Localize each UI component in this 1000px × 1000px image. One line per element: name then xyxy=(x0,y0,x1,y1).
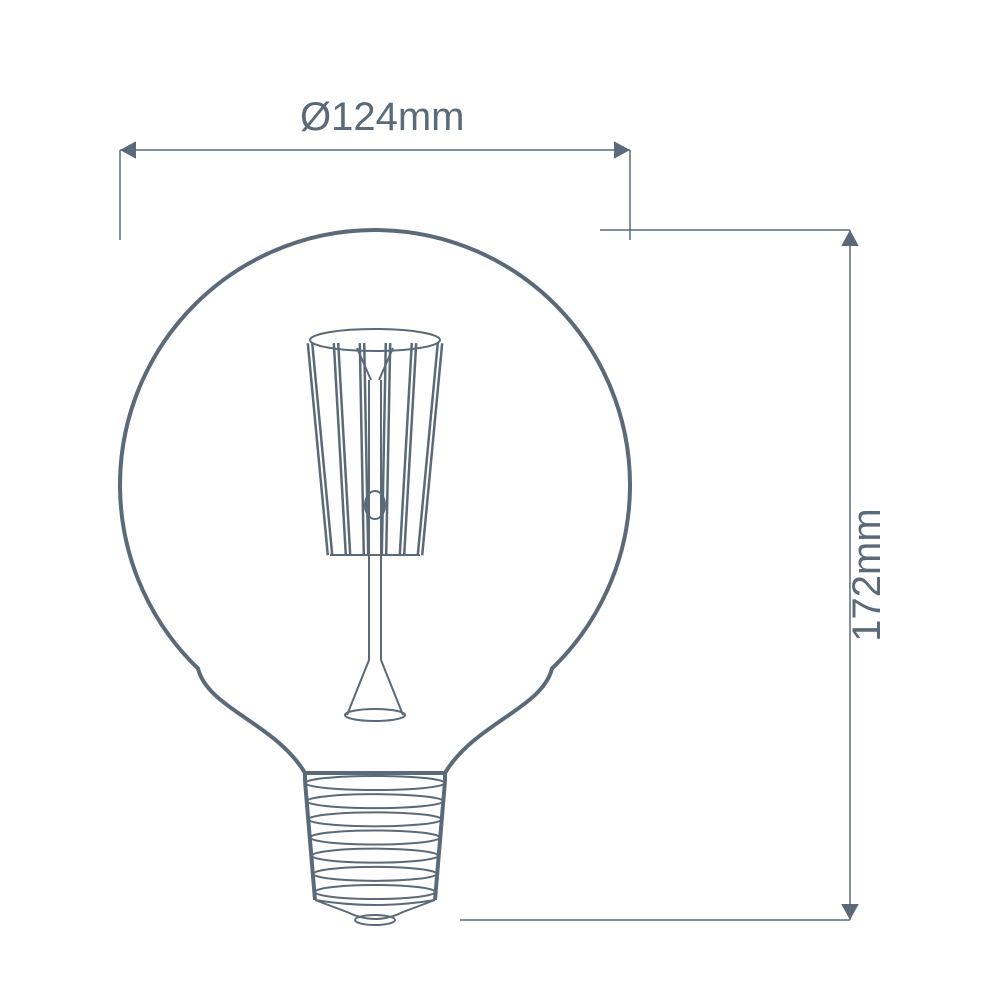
screw-thread xyxy=(308,812,441,826)
screw-thread xyxy=(310,831,440,845)
filament-top-ring xyxy=(310,329,440,351)
led-filament xyxy=(360,343,364,555)
screw-thread xyxy=(305,776,445,790)
led-filament xyxy=(386,343,390,555)
screw-thread xyxy=(315,885,435,899)
arrowhead-icon xyxy=(120,141,136,159)
arrowhead-icon xyxy=(841,230,859,246)
led-filament xyxy=(422,343,442,555)
arrowhead-icon xyxy=(614,141,630,159)
led-filament xyxy=(364,343,368,555)
base-contact-tip xyxy=(315,900,435,919)
led-filament xyxy=(312,343,332,555)
stem-flare xyxy=(347,660,403,715)
screw-thread xyxy=(312,849,439,863)
bulb-dimension-diagram: Ø124mm 172mm xyxy=(0,0,1000,1000)
led-filament xyxy=(308,343,328,555)
led-filament xyxy=(382,343,386,555)
stem-flare-base xyxy=(345,709,405,721)
width-dimension-label: Ø124mm xyxy=(300,95,465,139)
bulb-globe-outline xyxy=(120,230,630,773)
led-filament xyxy=(418,343,438,555)
screw-thread xyxy=(313,867,436,881)
arrowhead-icon xyxy=(841,904,859,920)
height-dimension-label: 172mm xyxy=(845,508,889,641)
screw-thread xyxy=(307,794,444,808)
